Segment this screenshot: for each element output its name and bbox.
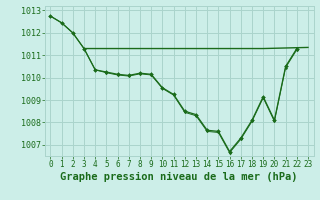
X-axis label: Graphe pression niveau de la mer (hPa): Graphe pression niveau de la mer (hPa) (60, 172, 298, 182)
